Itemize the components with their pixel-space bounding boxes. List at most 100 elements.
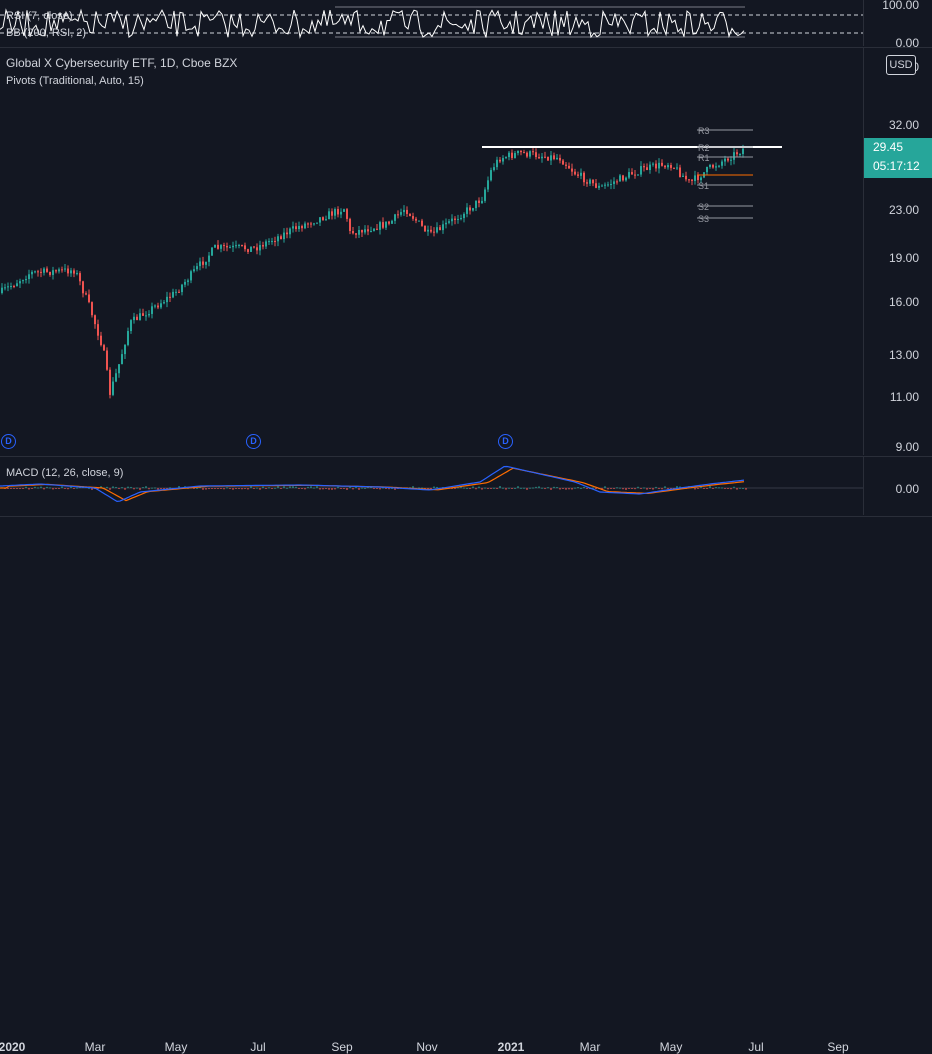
candle-body xyxy=(727,158,729,161)
candle-body xyxy=(658,162,660,169)
candle-body xyxy=(430,229,432,232)
candle-body xyxy=(628,172,630,178)
candle-body xyxy=(592,179,594,184)
rsi-pane[interactable]: RSI (7, close) BB (200, RSI, 2) xyxy=(0,0,863,46)
candle-body xyxy=(673,167,675,169)
candle-body xyxy=(577,174,579,176)
macd-histogram-bar xyxy=(61,486,63,488)
macd-histogram-bar xyxy=(496,488,498,489)
macd-pane[interactable]: MACD (12, 26, close, 9) xyxy=(0,457,863,515)
candle-body xyxy=(475,200,477,209)
macd-histogram-bar xyxy=(412,486,414,488)
candle-body xyxy=(346,209,348,219)
rsi-legend[interactable]: RSI (7, close) xyxy=(6,10,73,22)
chart-title[interactable]: Global X Cybersecurity ETF, 1D, Cboe BZX xyxy=(6,56,238,70)
candle-body xyxy=(7,286,9,288)
candle-body xyxy=(334,209,336,216)
candle-body xyxy=(151,306,153,314)
macd-histogram-bar xyxy=(112,486,114,488)
candle-body xyxy=(352,231,354,234)
candle-body xyxy=(262,245,264,247)
candle-body xyxy=(484,189,486,201)
macd-price-axis[interactable]: 0.00 xyxy=(863,457,932,515)
candle-body xyxy=(73,270,75,274)
macd-histogram-bar xyxy=(70,486,72,488)
candle-body xyxy=(601,185,603,187)
macd-histogram-bar xyxy=(130,486,132,488)
macd-histogram-bar xyxy=(76,487,78,489)
macd-histogram-bar xyxy=(385,488,387,489)
pivots-legend[interactable]: Pivots (Traditional, Auto, 15) xyxy=(6,75,144,87)
candle-body xyxy=(379,222,381,230)
time-axis[interactable]: 2020 Mar May Jul Sep Nov 2021 Mar May Ju… xyxy=(0,516,932,1054)
candle-body xyxy=(613,181,615,185)
candle-body xyxy=(514,153,516,158)
candle-body xyxy=(184,281,186,285)
macd-histogram-bar xyxy=(487,488,489,489)
candle-body xyxy=(655,163,657,169)
macd-histogram-bar xyxy=(721,487,723,489)
macd-histogram-bar xyxy=(628,488,630,489)
candle-body xyxy=(307,223,309,225)
candle-body xyxy=(301,226,303,229)
macd-histogram-bar xyxy=(289,486,291,488)
rsi-plot xyxy=(0,6,863,39)
macd-histogram-bar xyxy=(427,488,429,489)
pivot-level-label: R2 xyxy=(698,143,710,153)
candle-body xyxy=(616,181,618,183)
time-tick: Nov xyxy=(416,1040,438,1054)
candle-body xyxy=(664,165,666,168)
candle-body xyxy=(328,211,330,220)
rsi-price-axis[interactable]: 100.00 0.00 xyxy=(863,0,932,50)
pane-separator[interactable] xyxy=(0,47,932,48)
macd-histogram-bar xyxy=(10,488,12,489)
candle-body xyxy=(40,271,42,273)
candle-body xyxy=(343,209,345,212)
macd-histogram-bar xyxy=(643,487,645,489)
macd-histogram-bar xyxy=(481,488,483,490)
pane-separator[interactable] xyxy=(0,456,932,457)
macd-histogram-bar xyxy=(91,488,93,490)
macd-histogram-bar xyxy=(676,486,678,488)
macd-legend[interactable]: MACD (12, 26, close, 9) xyxy=(6,467,124,479)
macd-histogram-bar xyxy=(457,487,459,489)
macd-histogram-bar xyxy=(346,488,348,490)
macd-histogram-bar xyxy=(604,486,606,488)
macd-histogram-bar xyxy=(13,488,15,489)
macd-histogram-bar xyxy=(55,488,57,489)
last-price-label: 29.45 05:17:12 xyxy=(864,138,932,178)
macd-histogram-bar xyxy=(637,486,639,488)
macd-histogram-bar xyxy=(745,488,747,490)
macd-histogram-bar xyxy=(343,488,345,489)
candle-body xyxy=(175,291,177,293)
main-price-axis[interactable]: 40 32.00 23.00 19.00 16.00 13.00 11.00 9… xyxy=(863,48,932,455)
candle-body xyxy=(505,157,507,159)
dividend-marker[interactable]: D xyxy=(1,434,16,449)
bb-legend[interactable]: BB (200, RSI, 2) xyxy=(6,27,87,39)
macd-histogram-bar xyxy=(238,488,240,489)
candle-body xyxy=(409,213,411,217)
candle-body xyxy=(190,271,192,281)
macd-histogram-bar xyxy=(337,486,339,488)
candle-body xyxy=(124,344,126,355)
macd-histogram-bar xyxy=(421,487,423,489)
candle-body xyxy=(235,245,237,247)
price-tick: 16.00 xyxy=(888,295,919,309)
dividend-marker[interactable]: D xyxy=(246,434,261,449)
candle-body xyxy=(556,157,558,160)
candle-body xyxy=(211,247,213,256)
currency-button[interactable]: USD xyxy=(886,55,916,75)
candle-body xyxy=(367,229,369,232)
main-pane[interactable]: R3 R2 R1 S1 S2 S3 Global X Cybersecurity ETF,… xyxy=(0,48,863,455)
macd-histogram-bar xyxy=(46,486,48,488)
candle-body xyxy=(274,241,276,243)
macd-tick-0: 0.00 xyxy=(895,482,919,496)
candle-body xyxy=(259,245,261,251)
macd-histogram-bar xyxy=(634,488,636,490)
macd-histogram-bar xyxy=(295,486,297,488)
dividend-marker[interactable]: D xyxy=(498,434,513,449)
candle-body xyxy=(22,280,24,282)
macd-histogram-bar xyxy=(298,488,300,489)
candle-body xyxy=(232,245,234,248)
candle-body xyxy=(691,179,693,181)
